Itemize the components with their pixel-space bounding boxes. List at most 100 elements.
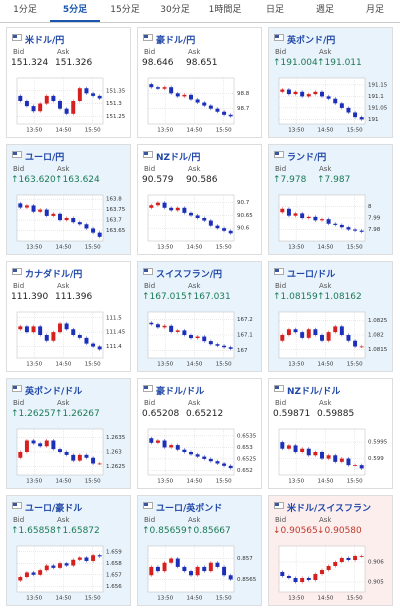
candle bbox=[51, 565, 56, 568]
candle bbox=[280, 442, 285, 449]
flag-part bbox=[144, 35, 148, 38]
y-tick-label: 0.652 bbox=[237, 468, 253, 474]
candle bbox=[91, 228, 96, 233]
candle bbox=[58, 101, 62, 109]
currency-card[interactable]: NZドル/ドル Bid Ask 0.59871 0.59885 0.5995 0.599 13… bbox=[268, 378, 393, 489]
currency-card[interactable]: カナダドル/円 Bid Ask 111.390 111.396 111.5 111.45 11… bbox=[6, 261, 131, 372]
y-tick-label: 111.5 bbox=[106, 315, 122, 321]
currency-card[interactable]: 米ドル/スイスフラン Bid Ask ↓0.90565 ↓0.90580 0.906 0.9… bbox=[268, 495, 393, 606]
tab[interactable]: 5分足 bbox=[50, 0, 100, 22]
x-tick-label: 13:50 bbox=[288, 479, 304, 485]
candle bbox=[326, 96, 331, 99]
candle bbox=[293, 91, 298, 95]
candle bbox=[97, 232, 102, 237]
trend-arrow: ↑ bbox=[273, 292, 281, 302]
currency-card[interactable]: ランド/円 Bid Ask ↑7.978 ↑7.987 8 7.99 7.98 13:50 14:… bbox=[268, 144, 393, 255]
candle bbox=[155, 440, 160, 443]
ask-label: Ask bbox=[188, 282, 201, 290]
pair-name: ユーロ/ドル bbox=[287, 270, 336, 280]
flag-part bbox=[144, 503, 148, 506]
currency-card[interactable]: スイスフラン/円 Bid Ask ↑167.015 ↑167.031 167.2 167.1… bbox=[137, 261, 262, 372]
x-tick-label: 13:50 bbox=[26, 479, 42, 485]
candle bbox=[333, 98, 338, 104]
candle bbox=[189, 335, 193, 339]
flag-part bbox=[144, 152, 148, 155]
tab[interactable]: 月足 bbox=[365, 5, 384, 15]
currency-card[interactable]: ユーロ/豪ドル Bid Ask ↑1.65858 ↑1.65872 1.659 1.658 1… bbox=[6, 495, 131, 606]
candle bbox=[64, 218, 69, 221]
currency-card[interactable]: 英ポンド/円 Bid Ask ↑191.004 ↑191.011 191.15 191.1 1… bbox=[268, 27, 393, 138]
bid-value: 1.08159 bbox=[280, 292, 318, 302]
ask-value-wrap: ↑191.011 bbox=[317, 58, 362, 68]
candle bbox=[97, 555, 102, 557]
tab[interactable]: 日足 bbox=[265, 5, 284, 15]
candle bbox=[333, 326, 338, 333]
currency-card[interactable]: 豪ドル/ドル Bid Ask 0.65208 0.65212 0.6535 0.653 0.6… bbox=[137, 378, 262, 489]
pair-name: ランド/円 bbox=[287, 153, 327, 163]
candle bbox=[77, 88, 82, 101]
x-tick-label: 13:50 bbox=[157, 596, 173, 602]
ask-value-wrap: 111.396 bbox=[55, 292, 92, 302]
candle bbox=[38, 570, 43, 575]
flag-part bbox=[144, 386, 148, 389]
x-tick-label: 14:50 bbox=[56, 596, 72, 602]
candle bbox=[313, 216, 318, 221]
x-tick-label: 14:50 bbox=[318, 596, 334, 602]
tab[interactable]: 15分足 bbox=[110, 5, 140, 15]
candle bbox=[326, 566, 331, 570]
currency-card[interactable]: 豪ドル/円 Bid Ask 98.646 98.651 98.8 98.7 13:50 14:5… bbox=[137, 27, 262, 138]
bid-label: Bid bbox=[13, 399, 25, 407]
ask-value-wrap: ↑1.08162 bbox=[317, 292, 362, 302]
candle bbox=[215, 562, 220, 567]
tab[interactable]: 週足 bbox=[315, 5, 334, 15]
x-tick-label: 15:50 bbox=[216, 362, 232, 368]
candle bbox=[84, 88, 89, 94]
tab[interactable]: 1時間足 bbox=[208, 5, 242, 15]
tab[interactable]: 30分足 bbox=[160, 5, 190, 15]
trend-arrow: ↑ bbox=[186, 292, 194, 302]
trend-arrow: ↑ bbox=[55, 526, 63, 536]
candle bbox=[71, 329, 76, 335]
bid-value-wrap: ↑7.978 bbox=[273, 175, 306, 185]
flag-icon bbox=[143, 151, 153, 158]
flag-part bbox=[275, 152, 279, 155]
pair-name: 米ドル/スイスフラン bbox=[287, 504, 372, 514]
candle bbox=[306, 448, 311, 456]
candle bbox=[286, 208, 291, 216]
x-tick-label: 15:50 bbox=[216, 596, 232, 602]
candle bbox=[175, 207, 180, 211]
mini-chart: 167.2 167.1 167 13:50 14:50 15:50 bbox=[147, 311, 253, 368]
y-tick-label: 1.657 bbox=[106, 572, 122, 578]
candle bbox=[228, 114, 233, 117]
flag-part bbox=[275, 503, 279, 506]
bid-value-wrap: ↓0.90565 bbox=[273, 526, 318, 536]
y-tick-label: 1.2635 bbox=[106, 435, 126, 441]
x-tick-label: 15:50 bbox=[347, 479, 363, 485]
currency-card[interactable]: ユーロ/ドル Bid Ask ↑1.08159 ↑1.08162 1.0825 1.082 1… bbox=[268, 261, 393, 372]
x-tick-label: 13:50 bbox=[288, 128, 304, 134]
currency-card[interactable]: ユーロ/円 Bid Ask ↑163.620 ↑163.624 163.8 163.75 16… bbox=[6, 144, 131, 255]
pair-name: NZドル/ドル bbox=[287, 387, 341, 397]
currency-card[interactable]: NZドル/円 Bid Ask 90.579 90.586 90.7 90.65 90.6 13:… bbox=[137, 144, 262, 255]
candle bbox=[38, 103, 43, 112]
ask-value-wrap: 151.326 bbox=[55, 58, 92, 68]
candle bbox=[359, 346, 364, 348]
currency-card[interactable]: ユーロ/英ポンド Bid Ask ↑0.85659 ↑0.85667 0.857 0.856… bbox=[137, 495, 262, 606]
candle bbox=[326, 332, 331, 341]
currency-card[interactable]: 英ポンド/ドル Bid Ask ↑1.26257 ↑1.26267 1.2635 1.263… bbox=[6, 378, 131, 489]
ask-value: 7.987 bbox=[324, 175, 351, 185]
y-tick-label: 0.6525 bbox=[237, 456, 257, 462]
candle bbox=[149, 566, 154, 576]
candle bbox=[31, 440, 36, 444]
tab[interactable]: 1分足 bbox=[13, 5, 37, 15]
flag-icon bbox=[12, 151, 22, 158]
bid-value: 1.65858 bbox=[18, 526, 56, 536]
ask-value-wrap: 0.65212 bbox=[186, 409, 223, 419]
ask-value: 1.65872 bbox=[62, 526, 100, 536]
currency-card[interactable]: 米ドル/円 Bid Ask 151.324 151.326 151.35 151.3 151.… bbox=[6, 27, 131, 138]
candle bbox=[175, 445, 180, 450]
candle bbox=[286, 329, 291, 335]
y-tick-label: 163.8 bbox=[106, 197, 122, 203]
candle bbox=[300, 332, 305, 338]
